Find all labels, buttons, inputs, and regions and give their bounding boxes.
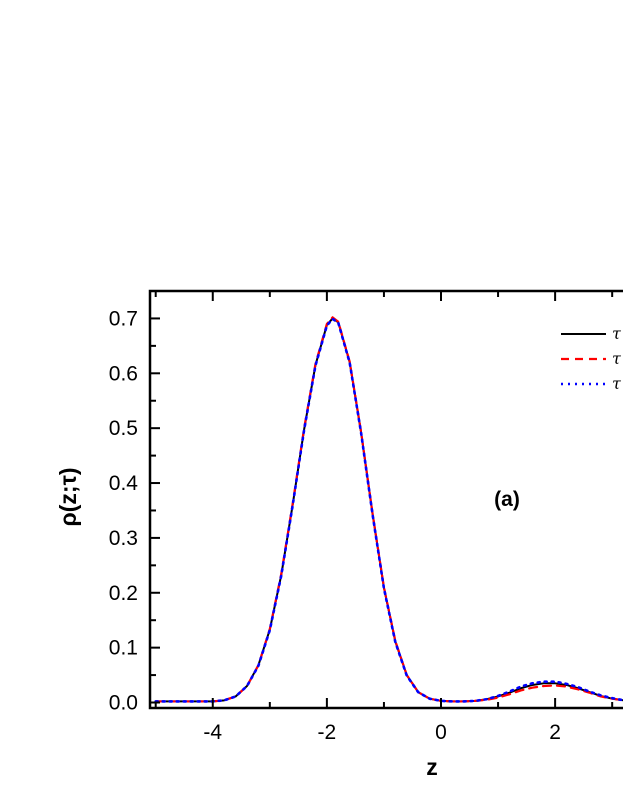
- series-line-1: [154, 317, 623, 703]
- y-tick-label: 0.4: [109, 472, 139, 495]
- x-axis-title: z: [426, 754, 438, 780]
- legend: τττ: [561, 324, 622, 393]
- panel-label: (a): [494, 488, 520, 511]
- y-tick-label: 0.0: [109, 692, 138, 715]
- series-line-3: [154, 317, 623, 703]
- y-tick-label: 0.3: [109, 527, 138, 550]
- legend-label-2: τ: [612, 349, 622, 368]
- legend-label-1: τ: [612, 324, 622, 343]
- tick-layer: -4 -2 0 2 0.0 0.1 0.2 0.3 0.4 0.5 0.6 0.7: [109, 290, 614, 744]
- y-axis-title: ρ(z;τ): [55, 468, 81, 527]
- series-line-2: [154, 316, 623, 703]
- legend-label-3: τ: [612, 374, 622, 393]
- plot-frame: [148, 289, 623, 710]
- y-tick-label: 0.5: [109, 417, 138, 440]
- y-tick-label: 0.6: [109, 362, 138, 385]
- y-tick-label: 0.1: [109, 637, 138, 660]
- y-tick-label: 0.7: [109, 307, 138, 330]
- plot-layer: [154, 316, 623, 703]
- x-tick-label: -4: [203, 721, 222, 744]
- x-tick-label: 2: [549, 721, 561, 744]
- y-tick-label: 0.2: [109, 582, 138, 605]
- x-tick-label: 0: [435, 721, 447, 744]
- x-tick-label: -2: [318, 721, 337, 744]
